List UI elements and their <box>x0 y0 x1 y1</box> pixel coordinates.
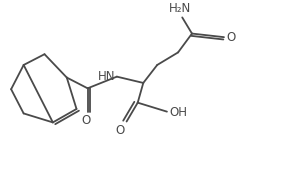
Text: H₂N: H₂N <box>169 2 191 15</box>
Text: O: O <box>227 31 236 44</box>
Text: OH: OH <box>170 106 188 119</box>
Text: HN: HN <box>98 70 115 83</box>
Text: O: O <box>115 124 124 137</box>
Text: O: O <box>81 114 91 127</box>
